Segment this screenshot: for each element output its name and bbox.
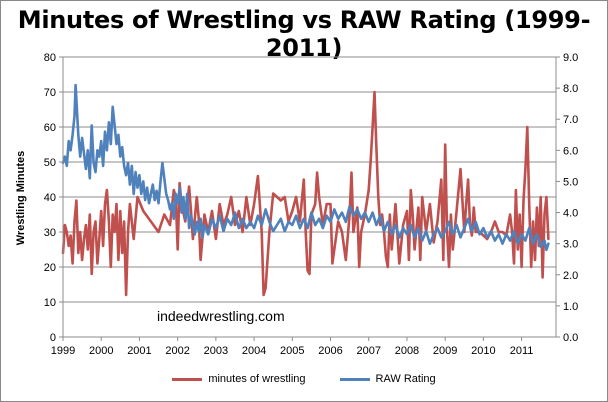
y2-tick-label: 7.0 bbox=[563, 114, 578, 126]
x-tick-label: 2006 bbox=[318, 345, 342, 357]
source-annotation: indeedwrestling.com bbox=[157, 308, 285, 324]
y2-tick-label: 4.0 bbox=[563, 208, 578, 220]
x-tick-label: 2010 bbox=[471, 345, 495, 357]
y2-tick-label: 9.0 bbox=[563, 52, 578, 64]
y2-tick-label: 0.0 bbox=[563, 332, 578, 344]
y2-tick-label: 1.0 bbox=[563, 301, 578, 313]
y-tick-label: 10 bbox=[44, 297, 56, 309]
y2-tick-label: 5.0 bbox=[563, 176, 578, 188]
y-tick-label: 50 bbox=[44, 157, 56, 169]
series-line-minutes bbox=[61, 90, 550, 297]
x-tick-label: 2000 bbox=[89, 345, 113, 357]
x-tick-label: 2004 bbox=[242, 345, 266, 357]
x-tick-label: 2003 bbox=[204, 345, 228, 357]
legend-swatch-minutes bbox=[172, 377, 203, 381]
y-tick-label: 30 bbox=[44, 227, 56, 239]
axes bbox=[59, 56, 560, 341]
legend-label-rating: RAW Rating bbox=[375, 373, 436, 385]
legend-label-minutes: minutes of wrestling bbox=[208, 373, 306, 385]
series-layer bbox=[61, 83, 550, 297]
y-tick-label: 60 bbox=[44, 122, 56, 134]
y2-tick-label: 8.0 bbox=[563, 83, 578, 95]
x-tick-label: 2005 bbox=[280, 345, 304, 357]
y-tick-label: 70 bbox=[44, 87, 56, 99]
legend: minutes of wrestling RAW Rating bbox=[0, 373, 608, 385]
y-tick-label: 0 bbox=[50, 332, 56, 344]
x-tick-label: 2002 bbox=[165, 345, 189, 357]
x-tick-label: 2011 bbox=[510, 345, 534, 357]
x-tick-label: 1999 bbox=[51, 345, 75, 357]
x-tick-label: 2001 bbox=[127, 345, 151, 357]
y-tick-label: 20 bbox=[44, 262, 56, 274]
tick-labels: 0 10 20 30 40 50 60 70 80 0.0 1.0 2.0 3.0 4.0 5.0 6.0 7.… bbox=[44, 52, 579, 357]
x-tick-label: 2008 bbox=[395, 345, 419, 357]
legend-item-rating: RAW Rating bbox=[339, 373, 436, 385]
x-tick-label: 2007 bbox=[356, 345, 380, 357]
legend-swatch-rating bbox=[339, 377, 370, 381]
y2-tick-label: 3.0 bbox=[563, 239, 578, 251]
y-axis-label: Wrestling Minutes bbox=[15, 151, 27, 246]
y-tick-label: 80 bbox=[44, 52, 56, 64]
x-tick-label: 2009 bbox=[433, 345, 457, 357]
y2-tick-label: 6.0 bbox=[563, 145, 578, 157]
series-line-rating bbox=[61, 83, 550, 252]
legend-item-minutes: minutes of wrestling bbox=[172, 373, 306, 385]
y-tick-label: 40 bbox=[44, 192, 56, 204]
y2-tick-label: 2.0 bbox=[563, 270, 578, 282]
